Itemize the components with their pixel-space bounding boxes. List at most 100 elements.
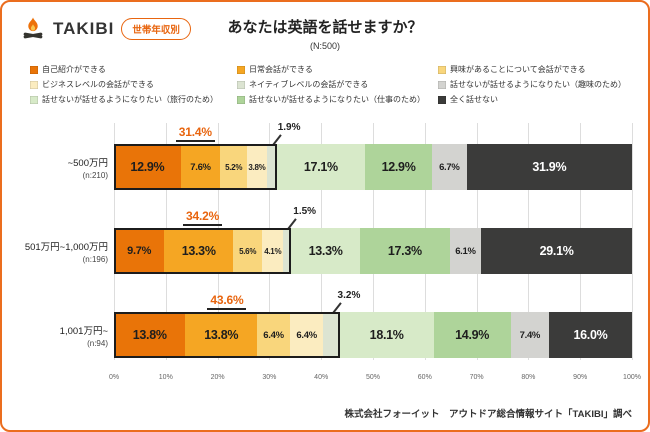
plot: ~500万円 (n:210) 31.4% 1.9% 12.9% 7.6% 5.2% 3… [25,121,641,386]
segment-value: 6.4% [296,329,317,341]
legend-item: 話せないが話せるようになりたい（趣味のため） [438,79,634,90]
bar-segment: 29.1% [481,228,632,274]
segment-value: 5.6% [239,246,257,256]
bar-segment: 18.1% [339,312,434,358]
bar-segment: 6.4% [290,312,324,358]
segment-value: 14.9% [455,328,490,342]
segment-value: 17.3% [387,244,422,258]
segment-value: 6.1% [455,245,476,257]
header: TAKIBI 世帯年収別 あなたは英語を話せますか？ (N:500) [16,14,634,60]
stacked-bar: 13.8% 13.8% 6.4% 6.4% 18.1% 14.9% 7.4% 16.0% [114,312,632,358]
segment-value: 6.4% [263,329,284,341]
legend-item: ビジネスレベルの会話ができる [30,79,237,90]
bar-segment: 4.1% [262,228,284,274]
x-tick-label: 80% [521,374,536,381]
stacked-bar: 12.9% 7.6% 5.2% 3.8% 17.1% 12.9% 6.7% 31.9% [114,144,632,190]
stacked-bar: 9.7% 13.3% 5.6% 4.1% 13.3% 17.3% 6.1% 29.1% [114,228,632,274]
legend-item: 興味があることについて会話ができる [438,64,634,75]
bar-segment: 7.6% [180,144,221,190]
x-tick-label: 10% [158,374,173,381]
takibi-campfire-icon [23,17,43,39]
segment-value: 13.3% [308,244,343,258]
legend-label: 自己紹介ができる [42,65,106,74]
annotation-zone: 34.2% 1.5% [114,205,632,230]
title-block: あなたは英語を話せますか？ (N:500) [16,16,634,51]
segment-value: 13.3% [181,244,216,258]
segment-value: 3.8% [248,162,266,172]
bar-segment: 12.9% [365,144,432,190]
bar-segment: 16.0% [549,312,632,358]
x-tick-label: 20% [210,374,225,381]
income-range: 1,001万円~ [59,325,108,337]
bar-segment: 6.1% [449,228,482,274]
legend-swatch-icon [237,65,245,74]
category-n: (n:210) [82,170,108,180]
income-range: 501万円~1,000万円 [24,241,108,253]
legend-label: ビジネスレベルの会話ができる [42,80,154,89]
legend-swatch-icon [438,65,446,74]
legend-swatch-icon [237,95,245,104]
segment-value: 31.9% [532,160,567,174]
bar-segment: 6.4% [256,312,291,358]
legend-swatch-icon [237,80,245,89]
segment-value: 12.9% [381,160,416,174]
legend-label: 話せないが話せるようになりたい（旅行のため） [42,95,218,104]
x-tick-label: 70% [469,374,484,381]
can-speak-total: 43.6% [207,293,247,310]
chart: ~500万円 (n:210) 31.4% 1.9% 12.9% 7.6% 5.2% 3… [25,121,641,386]
segment-value: 9.7% [127,245,152,257]
bar-segment: 3.8% [247,144,267,190]
x-tick-label: 30% [262,374,277,381]
source-credit: 株式会社フォーイット アウトドア総合情報サイト「TAKIBI」調べ [344,409,632,420]
legend-label: 話せないが話せるようになりたい（仕事のため） [249,95,425,104]
legend-item: 話せないが話せるようになりたい（仕事のため） [237,94,438,105]
income-range: ~500万円 [67,157,108,169]
x-axis: 0% 10% 20% 30% 40% 50% 60% 70% 80% 90% 100% [109,374,641,386]
gridline [632,123,633,360]
segment-value: 6.7% [439,161,460,173]
bar-segment [283,228,292,274]
legend-item: 話せないが話せるようになりたい（旅行のため） [30,94,237,105]
bar-row: ~500万円 (n:210) 31.4% 1.9% 12.9% 7.6% 5.2% 3… [68,121,632,190]
segment-value: 4.1% [264,246,282,256]
legend-label: 興味があることについて会話ができる [450,65,586,74]
segment-value: 16.0% [573,328,608,342]
category-n: (n:94) [87,338,108,348]
category-label: 501万円~1,000万円 (n:196) [16,228,108,274]
category-label: ~500万円 (n:210) [16,144,108,190]
annotation-zone: 43.6% 3.2% [114,289,632,314]
native-level-callout: 1.9% [277,122,301,133]
bar-row: 501万円~1,000万円 (n:196) 34.2% 1.5% 9.7% 13.… [25,205,632,274]
chart-title: あなたは英語を話せますか？ [227,19,423,36]
legend-item: 自己紹介ができる [30,64,237,75]
segment-value: 13.8% [132,328,167,342]
native-level-callout: 1.5% [293,206,317,217]
legend-swatch-icon [30,80,38,89]
legend-label: 全く話せない [450,95,498,104]
segment-value: 17.1% [303,160,338,174]
segment-value: 7.6% [190,161,211,173]
bar-segment [323,312,340,358]
annotation-zone: 31.4% 1.9% [114,121,632,146]
bar-segment: 7.4% [510,312,550,358]
legend-item: 全く話せない [438,94,634,105]
legend-label: 話せないが話せるようになりたい（趣味のため） [450,80,626,89]
bar-segment: 13.3% [164,228,234,274]
bar-segment [266,144,277,190]
bar-segment: 17.1% [276,144,366,190]
segment-value: 7.4% [519,329,541,341]
legend-swatch-icon [30,65,38,74]
segment-value: 18.1% [369,328,404,342]
x-tick-label: 50% [365,374,381,381]
legend-item: 日常会話ができる [237,64,438,75]
x-tick-label: 0% [108,374,120,381]
bar-segment: 6.7% [431,144,467,190]
x-tick-label: 100% [623,374,641,381]
bar-segment: 5.6% [233,228,263,274]
legend-label: 日常会話ができる [249,65,313,74]
legend-item: ネイティブレベルの会話ができる [237,79,438,90]
category-label: 1,001万円~ (n:94) [16,312,108,358]
bar-segment: 13.8% [185,312,257,358]
x-tick-label: 60% [417,374,432,381]
